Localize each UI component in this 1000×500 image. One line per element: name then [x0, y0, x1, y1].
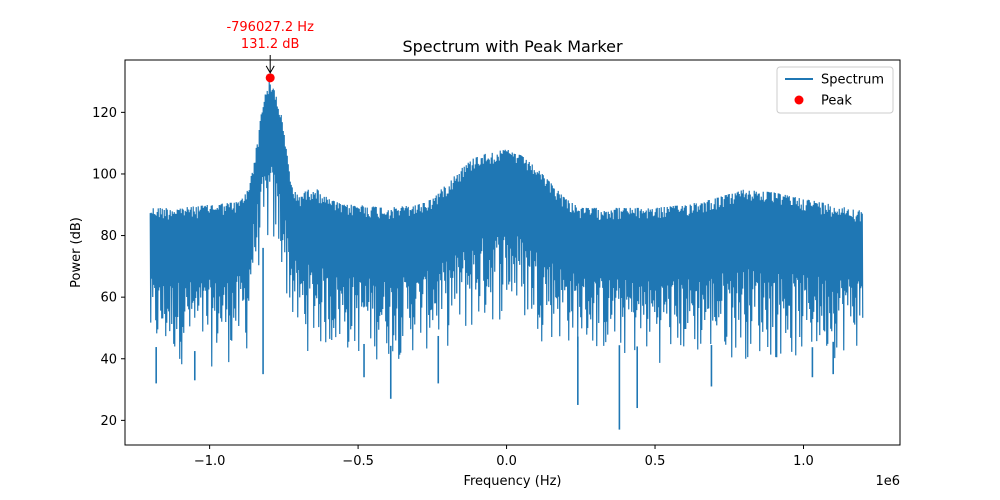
peak-marker — [265, 73, 275, 83]
x-axis-offset-label: 1e6 — [875, 474, 900, 489]
y-tick-label: 60 — [100, 291, 117, 306]
x-tick-label: 0.5 — [645, 454, 666, 469]
x-axis-label: Frequency (Hz) — [463, 474, 561, 489]
x-tick-label: 0.0 — [496, 454, 517, 469]
spectrum-line — [149, 81, 864, 367]
y-tick-label: 120 — [92, 106, 117, 121]
legend-label: Spectrum — [821, 73, 884, 88]
axes-frame — [124, 59, 901, 446]
x-tick-label: −0.5 — [342, 454, 374, 469]
peak-annotation-line: -796027.2 Hz — [226, 20, 314, 35]
peak-annotation: -796027.2 Hz 131.2 dB — [226, 20, 314, 74]
chart-title: Spectrum with Peak Marker — [402, 37, 622, 56]
y-tick-label: 100 — [92, 167, 117, 182]
y-axis-ticks: 20 40 60 80 100 120 — [92, 106, 125, 429]
legend-label: Peak — [821, 94, 852, 109]
x-axis-ticks: −1.0 −0.5 0.0 0.5 1.0 — [194, 445, 814, 469]
legend: Spectrum Peak — [776, 66, 894, 114]
y-tick-label: 20 — [100, 414, 117, 429]
y-axis-label: Power (dB) — [69, 217, 84, 288]
legend-swatch-peak — [794, 95, 804, 105]
y-tick-label: 80 — [100, 229, 117, 244]
x-tick-label: −1.0 — [194, 454, 226, 469]
y-tick-label: 40 — [100, 352, 117, 367]
x-tick-label: 1.0 — [793, 454, 814, 469]
annotation-arrow-head — [265, 65, 275, 74]
plot-content — [149, 73, 864, 430]
peak-annotation-line: 131.2 dB — [241, 37, 300, 52]
